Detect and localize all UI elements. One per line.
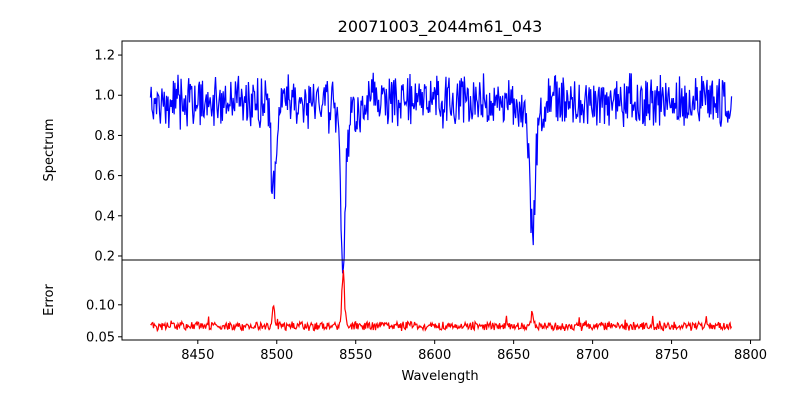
chart-title: 20071003_2044m61_043 [338, 17, 543, 37]
spectrum-y-tick-label: 0.4 [94, 209, 115, 224]
spectrum-y-tick-label: 1.0 [94, 89, 115, 104]
spectrum-y-ticks: 0.2 0.4 0.6 0.8 1.0 1.2 [94, 49, 122, 264]
error-x-ticks: 8450 8500 8550 8600 8650 8700 8750 8800 [181, 340, 767, 363]
x-tick-label: 8800 [734, 348, 767, 363]
error-panel: 0.05 0.10 8450 8500 8550 8600 8650 8700 8750 880… [42, 259, 767, 384]
spectrum-y-tick-label: 0.6 [94, 169, 115, 184]
x-tick-label: 8550 [339, 348, 372, 363]
error-y-tick-label: 0.10 [86, 298, 115, 313]
x-tick-label: 8500 [260, 348, 293, 363]
spectrum-y-tick-label: 1.2 [94, 49, 115, 64]
error-y-ticks: 0.05 0.10 [86, 298, 122, 345]
x-tick-label: 8600 [418, 348, 451, 363]
x-tick-label: 8450 [181, 348, 214, 363]
error-axes-frame [121, 259, 761, 341]
spectrum-y-tick-label: 0.8 [94, 129, 115, 144]
x-axis-label: Wavelength [401, 369, 478, 384]
spectrum-y-axis-label: Spectrum [42, 119, 57, 182]
x-tick-label: 8650 [497, 348, 530, 363]
x-tick-label: 8700 [576, 348, 609, 363]
error-y-tick-label: 0.05 [86, 330, 115, 345]
x-tick-label: 8750 [655, 348, 688, 363]
spectrum-y-tick-label: 0.2 [94, 249, 115, 264]
error-series-line [150, 270, 733, 333]
error-y-axis-label: Error [42, 284, 57, 316]
spectrum-series-line [149, 72, 733, 274]
spectrum-panel: 0.2 0.4 0.6 0.8 1.0 1.2 Spectrum [42, 40, 761, 274]
